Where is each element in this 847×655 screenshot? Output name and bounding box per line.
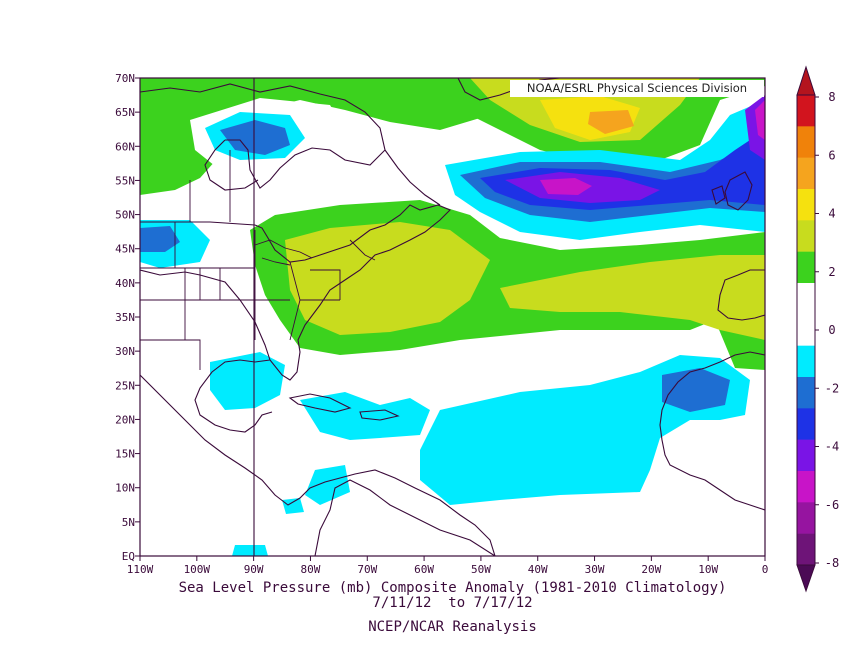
colorbar-bin: [797, 157, 815, 190]
lon-tick-label: 90W: [244, 563, 264, 576]
cuba-coast: [288, 393, 352, 413]
lon-tick-label: 30W: [585, 563, 605, 576]
colorbar-bin: [797, 126, 815, 158]
lat-tick-label: 35N: [115, 311, 135, 324]
negative-anomaly-pacific: [305, 465, 350, 505]
colorbar: 8 6 4 2 0 -2 -4 -6 -8: [796, 65, 839, 593]
colorbar-label: 0: [828, 323, 835, 337]
colorbar-label: 2: [828, 265, 835, 279]
british-isles-coast: [724, 171, 753, 211]
colorbar-bin: [797, 283, 815, 315]
lon-tick-label: 60W: [414, 563, 434, 576]
north-america-coast: [140, 204, 451, 381]
negative-anomaly-hudson-core: [220, 120, 290, 155]
negative-anomaly-northwest-core: [140, 226, 180, 252]
lat-tick-label: 70N: [115, 72, 135, 85]
central-america-coast: [140, 374, 496, 556]
colorbar-label: 6: [828, 148, 835, 162]
negative-anomaly-europe-core: [755, 100, 765, 140]
longitude-axis: 110W 100W 90W 80W 70W 60W 50W 40W 30W 20W 10W 0: [127, 556, 769, 576]
colorbar-label: -8: [825, 556, 839, 570]
lat-tick-label: 65N: [115, 106, 135, 119]
lon-tick-label: 40W: [528, 563, 548, 576]
lat-tick-label: 60N: [115, 140, 135, 153]
caption-date-range: 7/11/12 to 7/17/12: [372, 595, 533, 611]
colorbar-bin: [797, 251, 815, 284]
ireland-coast: [711, 185, 726, 205]
colorbar-bin: [797, 95, 815, 127]
colorbar-label: -4: [825, 440, 839, 454]
positive-anomaly-greenland-peak: [588, 110, 634, 134]
lat-tick-label: 55N: [115, 174, 135, 187]
africa-coast: [659, 351, 765, 511]
colorbar-bin: [797, 439, 815, 472]
coastlines: [140, 78, 765, 556]
hudson-bay-coast: [204, 139, 259, 191]
iberia-coast: [717, 269, 765, 321]
labrador-coast: [384, 149, 441, 206]
gulf-coast: [194, 359, 273, 433]
lat-tick-label: 40N: [115, 277, 135, 290]
negative-anomaly-north-atlantic-peak: [540, 178, 592, 195]
lon-tick-label: 0: [762, 563, 769, 576]
lat-tick-label: 50N: [115, 209, 135, 222]
latitude-axis: 70N 65N 60N 55N 50N 45N 40N 35N 30N 25N 20N 15N 10N 5…: [115, 72, 140, 563]
colorbar-label: -6: [825, 498, 839, 512]
us-state-borders: [140, 221, 341, 370]
negative-anomaly-gulf: [210, 352, 285, 410]
lon-tick-label: 100W: [184, 563, 211, 576]
colorbar-bin: [797, 189, 815, 221]
lon-tick-label: 80W: [301, 563, 321, 576]
colorbar-bin: [797, 471, 815, 503]
negative-anomaly-caribbean: [300, 392, 430, 440]
credit-label: NOAA/ESRL Physical Sciences Division: [510, 80, 764, 97]
negative-anomaly-pacific-small: [282, 498, 304, 514]
canada-province-lines: [189, 150, 376, 261]
colorbar-bin: [797, 314, 815, 346]
colorbar-bin: [797, 533, 815, 566]
negative-anomaly-equator: [232, 545, 268, 556]
colorbar-bin: [797, 220, 815, 252]
lon-tick-label: 70W: [357, 563, 377, 576]
lon-tick-label: 50W: [471, 563, 491, 576]
colorbar-bin: [797, 408, 815, 440]
colorbar-label: 4: [828, 207, 835, 221]
colorbar-bin: [797, 345, 815, 378]
negative-anomaly-west-africa-core: [662, 368, 730, 412]
positive-anomaly-midlat-inner: [285, 222, 490, 335]
south-america-coast: [314, 479, 496, 556]
lat-tick-label: EQ: [122, 550, 135, 563]
lon-tick-label: 10W: [698, 563, 718, 576]
map-panel: 70N 65N 60N 55N 50N 45N 40N 35N 30N 25N 20N 15N 10N 5…: [115, 72, 768, 576]
canada-arctic-coast: [140, 83, 386, 189]
lat-tick-label: 45N: [115, 243, 135, 256]
caption-source: NCEP/NCAR Reanalysis: [368, 619, 537, 635]
colorbar-under-arrow: [796, 564, 816, 593]
colorbar-bin: [797, 502, 815, 534]
positive-anomaly-east-inner: [500, 255, 765, 340]
anomaly-fields: [140, 78, 765, 556]
colorbar-label: -2: [825, 381, 839, 395]
lat-tick-label: 10N: [115, 482, 135, 495]
lat-tick-label: 25N: [115, 379, 135, 392]
lat-tick-label: 30N: [115, 345, 135, 358]
lon-tick-label: 20W: [641, 563, 661, 576]
colorbar-bin: [797, 377, 815, 409]
colorbar-label: 8: [828, 90, 835, 104]
lat-tick-label: 15N: [115, 448, 135, 461]
lat-tick-label: 20N: [115, 413, 135, 426]
hispaniola-coast: [359, 409, 400, 421]
great-lakes: [254, 239, 313, 266]
lat-tick-label: 5N: [122, 516, 135, 529]
lon-tick-label: 110W: [127, 563, 154, 576]
colorbar-over-arrow: [796, 65, 816, 96]
caption-title: Sea Level Pressure (mb) Composite Anomal…: [178, 580, 727, 596]
